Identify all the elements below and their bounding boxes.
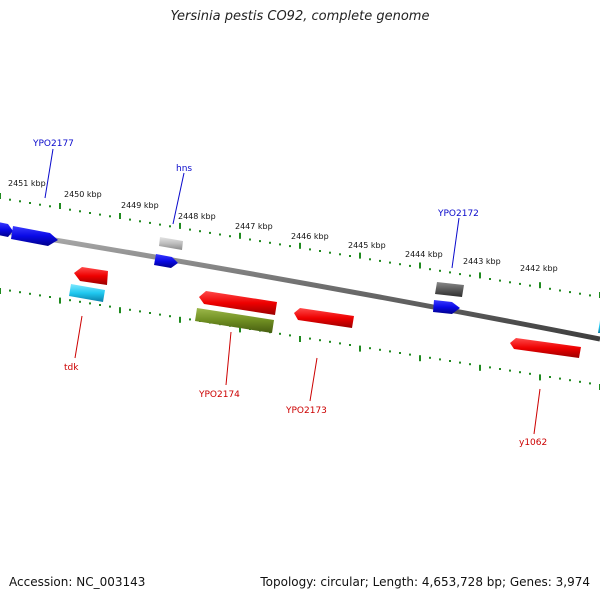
forward-genes: [0, 222, 600, 333]
reverse-label-leaders: [74, 315, 541, 435]
gene-arrow[interactable]: [0, 222, 13, 237]
gene-label-y1062[interactable]: y1062: [519, 438, 547, 448]
genome-backbone: [0, 228, 600, 342]
gene-label-ypo2172[interactable]: YPO2172: [437, 209, 479, 219]
kbp-label: 2442 kbp: [520, 264, 558, 273]
gene-arrow[interactable]: [69, 284, 105, 302]
gene-label-tdk[interactable]: tdk: [64, 363, 79, 373]
gene-arrow[interactable]: [159, 237, 183, 250]
map-title: Yersinia pestis CO92, complete genome: [170, 9, 430, 24]
kbp-label: 2448 kbp: [178, 212, 216, 221]
reverse-genes: [69, 267, 581, 358]
gene-arrow[interactable]: [74, 267, 108, 285]
gene-label-ypo2173[interactable]: YPO2173: [285, 406, 327, 416]
kbp-label: 2451 kbp: [8, 179, 46, 188]
forward-label-leaders: [44, 148, 460, 269]
gene-arrow[interactable]: [195, 308, 274, 333]
kbp-label: 2450 kbp: [64, 190, 102, 199]
gene-label-hns[interactable]: hns: [176, 164, 192, 174]
reverse-scale-ticks: [0, 288, 600, 390]
kbp-label: 2444 kbp: [405, 250, 443, 259]
gene-arrow[interactable]: [154, 254, 178, 268]
gene-arrow[interactable]: [11, 226, 58, 246]
kbp-label: 2447 kbp: [235, 222, 273, 231]
accession-text: Accession: NC_003143: [9, 575, 146, 589]
gene-label-ypo2174[interactable]: YPO2174: [198, 390, 240, 400]
kbp-label: 2449 kbp: [121, 201, 159, 210]
gene-arrow[interactable]: [510, 338, 581, 358]
kbp-label: 2446 kbp: [291, 232, 329, 241]
kbp-scale-labels: 2451 kbp 2450 kbp 2449 kbp 2448 kbp 2447…: [8, 179, 558, 273]
kbp-label: 2443 kbp: [463, 257, 501, 266]
gene-arrow[interactable]: [435, 282, 464, 297]
gene-arrow[interactable]: [294, 308, 354, 328]
gene-arrow[interactable]: [433, 300, 460, 314]
kbp-label: 2445 kbp: [348, 241, 386, 250]
forward-scale-ticks: [0, 193, 600, 298]
genome-summary-text: Topology: circular; Length: 4,653,728 bp…: [260, 575, 590, 589]
gene-label-ypo2177[interactable]: YPO2177: [32, 139, 74, 149]
gene-arrow[interactable]: [199, 291, 277, 315]
